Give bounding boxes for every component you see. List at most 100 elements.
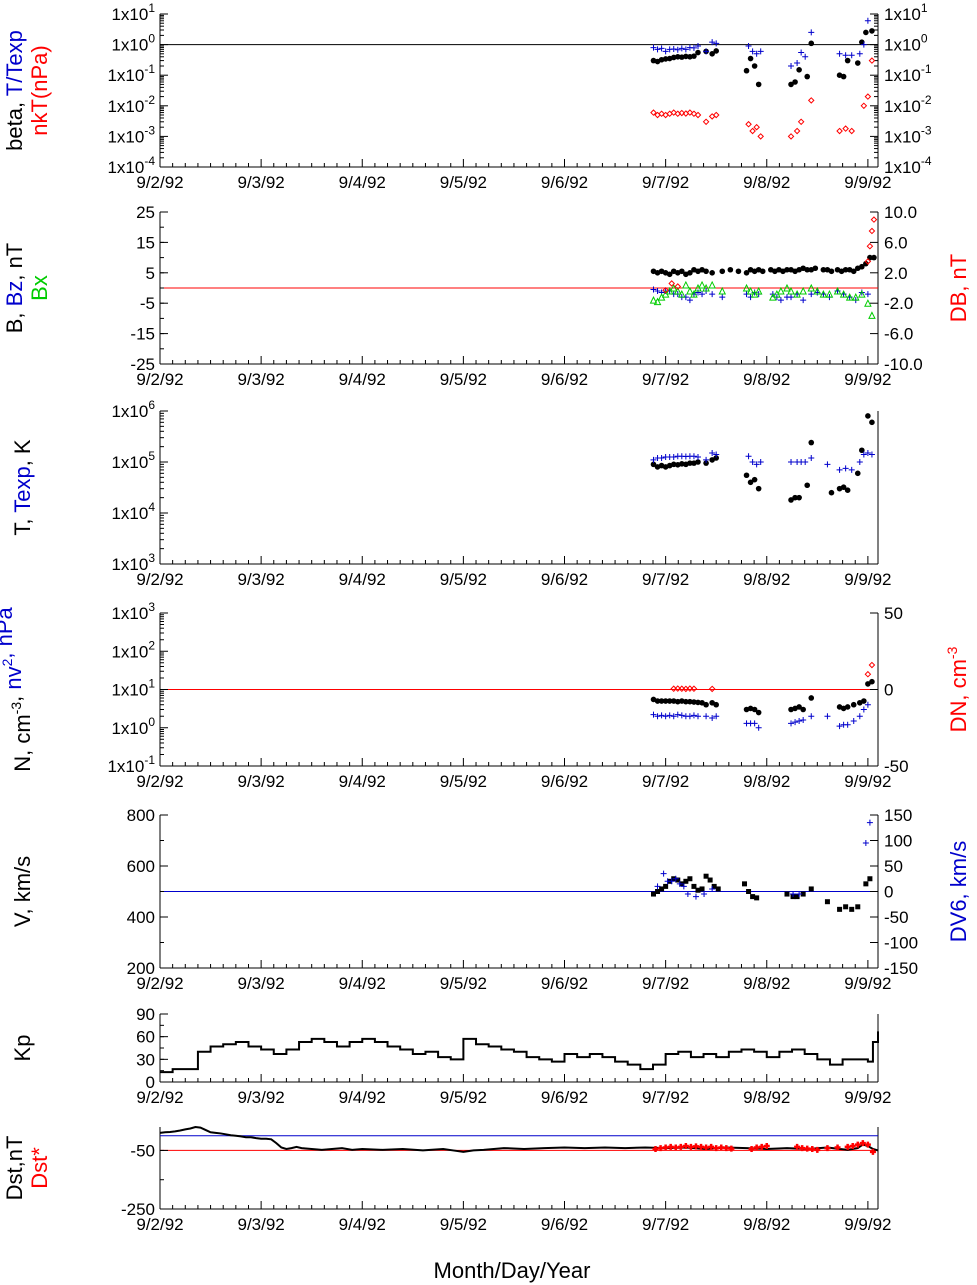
data-point [715,886,721,892]
y-axis-label-secondary: Dst* [27,1147,52,1189]
x-tick-label: 9/5/92 [440,974,487,993]
data-point [694,454,701,461]
data-point [807,283,816,292]
data-point [746,286,755,295]
data-point [650,891,656,897]
data-point [666,712,673,719]
data-point [695,887,701,893]
data-point [788,294,795,301]
data-point [691,883,697,889]
x-tick-label: 9/3/92 [237,1215,284,1234]
y-tick-label: 1x10-4 [107,154,155,177]
data-point [848,52,855,59]
data-point [687,698,693,705]
data-point [709,714,716,721]
data-point [662,698,669,704]
data-point [655,889,661,894]
data-point [674,685,682,692]
y-tick-label: 1x10-2 [884,93,932,116]
data-point [690,110,698,118]
data-point [868,451,875,458]
data-point [840,484,847,491]
data-point [859,39,865,45]
data-point [650,461,657,468]
data-point [687,1143,694,1150]
data-point [698,280,706,289]
series-0 [650,413,875,503]
y-tick-label: -25 [130,355,155,374]
data-point [718,1144,725,1151]
x-tick-label: 9/9/92 [844,1215,891,1234]
data-point [757,48,764,55]
y-tick-label: -50 [884,908,909,927]
series-2 [649,280,876,319]
data-point [804,73,811,80]
data-point [670,109,678,116]
x-tick-label: 9/8/92 [743,173,790,192]
series-0 [160,1031,879,1074]
data-point [804,1145,811,1152]
data-point [713,713,720,720]
y-tick-label: 1x100 [111,715,155,738]
data-point [860,451,867,458]
data-point [814,1146,821,1153]
data-point [796,494,802,501]
data-point [650,44,657,51]
data-point [784,891,790,897]
y-tick-label: 60 [136,1028,155,1047]
data-point [783,283,791,292]
data-point [703,48,710,55]
data-point [860,102,868,110]
data-point [670,713,677,720]
data-point [709,450,716,457]
y-tick-label: 600 [127,857,155,876]
data-point [797,118,805,126]
y-tick-label: 30 [136,1050,155,1069]
data-point [666,698,673,704]
data-point [755,485,762,492]
y-tick-label: 50 [884,604,903,623]
y-axis-label: V, km/s [10,856,35,927]
data-point [677,1143,684,1150]
x-tick-label: 9/8/92 [743,370,790,389]
data-point [844,704,851,710]
data-point [808,695,815,701]
x-tick-label: 9/8/92 [743,570,790,589]
data-point [854,60,861,66]
series-0 [650,678,875,716]
data-point [824,713,831,720]
data-point [662,713,669,720]
data-point [812,265,819,272]
data-point [708,280,716,289]
y-tick-label: -50 [884,757,909,776]
data-point [657,1145,664,1152]
data-point [745,120,752,128]
y-axis-label: Dst,nT [2,1136,27,1201]
data-point [792,719,799,726]
data-point [670,454,677,461]
series-2 [670,661,876,693]
data-point [708,1143,715,1150]
x-tick-label: 9/7/92 [642,974,689,993]
data-point [683,878,689,884]
data-point [802,459,809,465]
data-point [796,67,802,73]
data-point [800,891,806,897]
data-point [784,266,790,273]
data-point [864,93,872,100]
y-tick-label: 2.0 [884,264,908,283]
data-point [745,43,752,50]
x-tick-label: 9/2/92 [136,370,183,389]
x-tick-label: 9/9/92 [844,772,891,791]
data-point [837,906,843,912]
x-tick-label: 9/5/92 [440,370,487,389]
data-point [869,678,875,685]
data-point [828,489,835,496]
data-point [658,698,665,704]
data-point [804,266,811,273]
data-point [694,43,701,50]
y-tick-label: 1x102 [111,638,155,661]
data-point [709,39,716,46]
data-point [654,883,661,890]
